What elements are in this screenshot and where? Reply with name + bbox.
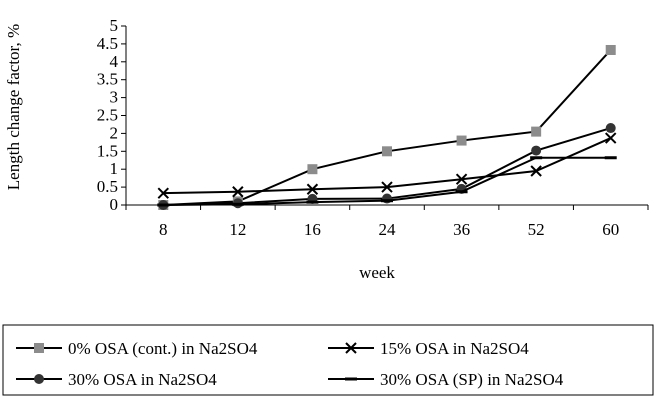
legend-item: 0% OSA (cont.) in Na2SO4: [16, 339, 258, 358]
legend-item: 30% OSA in Na2SO4: [16, 370, 217, 389]
data-point-stroke: [455, 173, 468, 185]
data-point-stroke: [530, 165, 542, 177]
series-1: [158, 44, 616, 210]
data-point: [231, 202, 244, 206]
legend: 0% OSA (cont.) in Na2SO4 15% OSA in Na2SO…: [2, 324, 654, 396]
data-point: [530, 156, 543, 160]
legend-marker: [34, 374, 44, 384]
data-point-stroke: [381, 181, 393, 193]
data-point: [455, 173, 468, 185]
data-point: [530, 165, 542, 177]
x-axis-title: week: [359, 263, 395, 282]
legend-label: 30% OSA (SP) in Na2SO4: [380, 370, 564, 389]
y-tick-label: 5: [110, 16, 119, 35]
y-axis-ticks: 00.511.522.533.544.55: [97, 16, 126, 214]
x-tick-label: 8: [159, 220, 168, 239]
y-tick-label: 4.5: [97, 34, 118, 53]
x-tick-label: 12: [229, 220, 246, 239]
y-tick-label: 3.5: [97, 70, 118, 89]
x-tick-label: 24: [379, 220, 397, 239]
data-point: [306, 200, 319, 204]
legend-box: [2, 324, 654, 396]
legend-marker: [345, 377, 357, 381]
series-layer: [157, 44, 617, 210]
legend-item: 30% OSA (SP) in Na2SO4: [328, 370, 564, 389]
series-line: [163, 127, 612, 206]
y-tick-label: 1.5: [97, 141, 118, 160]
data-point: [381, 199, 393, 203]
y-tick-label: 0.5: [97, 177, 118, 196]
data-point-stroke: [605, 132, 617, 144]
data-point-stroke: [232, 186, 244, 198]
legend-marker-stroke: [345, 342, 357, 354]
x-tick-label: 36: [453, 220, 470, 239]
legend-item: 15% OSA in Na2SO4: [328, 339, 529, 358]
data-point: [605, 132, 617, 144]
data-point: [455, 190, 468, 194]
data-point-stroke: [306, 183, 319, 195]
legend-marker: [34, 343, 44, 353]
x-tick-label: 16: [304, 220, 321, 239]
axes: [125, 26, 648, 206]
series-2: [157, 132, 617, 199]
data-point: [157, 203, 170, 207]
y-tick-label: 2.5: [97, 106, 118, 125]
y-axis-title: Length change factor, %: [4, 24, 23, 190]
data-point-stroke: [157, 187, 169, 199]
data-point: [456, 135, 467, 146]
data-point: [232, 186, 244, 198]
legend-marker: [345, 342, 357, 354]
legend-label: 30% OSA in Na2SO4: [68, 370, 217, 389]
data-point: [604, 156, 617, 160]
x-tick-label: 52: [528, 220, 545, 239]
legend-label: 0% OSA (cont.) in Na2SO4: [68, 339, 258, 358]
series-line: [163, 49, 612, 206]
y-tick-label: 1: [110, 159, 119, 178]
data-point: [381, 181, 393, 193]
y-tick-label: 4: [110, 52, 119, 71]
y-tick-label: 2: [110, 123, 119, 142]
data-point: [605, 44, 616, 55]
data-point: [306, 183, 319, 195]
data-point: [531, 126, 542, 137]
legend-label: 15% OSA in Na2SO4: [380, 339, 529, 358]
data-point: [382, 146, 392, 157]
y-tick-label: 0: [110, 195, 119, 214]
x-tick-label: 60: [602, 220, 619, 239]
data-point: [307, 164, 318, 175]
series-4: [157, 156, 617, 207]
data-point: [605, 123, 616, 134]
x-axis-ticks: 8 12 16 24 36 52 60: [125, 205, 649, 239]
data-point: [157, 187, 169, 199]
data-point: [531, 145, 542, 156]
y-tick-label: 3: [110, 88, 119, 107]
